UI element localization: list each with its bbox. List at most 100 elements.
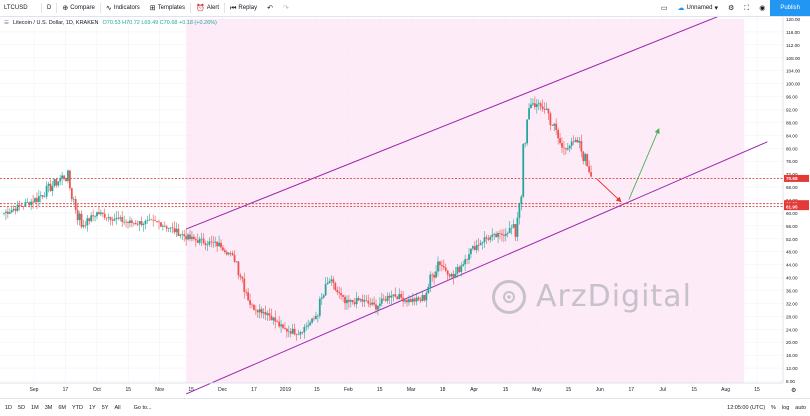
range-button[interactable]: 1Y [88,404,96,411]
toolbar-right: ▭ ☁ Unnamed ▾ ⚙ ⛶ ◉ Publish [656,0,810,16]
templates-button[interactable]: ⊞ Templates [145,0,190,16]
log-toggle[interactable]: log [781,404,790,411]
range-button[interactable]: 1D [5,404,13,411]
price-channel[interactable] [185,17,768,395]
candle-body [43,196,46,198]
candle-body [588,166,591,173]
candle-body [419,299,422,301]
range-button[interactable]: 5D [18,404,26,411]
range-button[interactable]: 3M [44,404,53,411]
time-tick-label: Dec [218,387,227,393]
candle-body [489,236,492,240]
replay-button[interactable]: ⏮ Replay [225,0,262,16]
candle-body [563,147,565,149]
candle-body [125,221,127,223]
compare-button[interactable]: ⊕ Compare [57,0,100,16]
candle-body [49,183,52,191]
symbol-label: LTCUSD [4,5,28,11]
range-button[interactable]: All [114,404,121,411]
candle-body [12,208,15,211]
candle-body [361,299,364,302]
range-button[interactable]: 5Y [101,404,109,411]
candle-body [332,279,335,283]
price-level-label: 70.68 [786,176,798,181]
goto-button[interactable]: Go to... [133,404,152,411]
candle-body [233,255,236,262]
candle-body [254,309,257,311]
time-axis[interactable]: Sep 17 Oct 15 Nov 15 Dec 17 2019 15 Feb 15 Mar 18 Apr 1… [0,382,796,394]
range-button[interactable]: 1M [31,404,39,411]
price-tick-label: 40.00 [786,276,798,281]
candle-body [404,300,406,302]
candle-body [227,253,230,255]
alert-button[interactable]: ⏰ Alert [191,0,224,16]
candle-body [156,221,158,222]
auto-toggle[interactable]: auto [795,404,806,411]
candle-body [65,178,67,181]
candle-body [16,204,19,211]
candle-body [103,213,106,218]
redo-button[interactable]: ↷ [278,0,294,16]
time-tick-label: Mar [407,387,416,393]
interval-button[interactable]: D [42,0,56,16]
indicators-button[interactable]: ∿ Indicators [101,0,145,16]
undo-button[interactable]: ↶ [262,0,278,16]
channel-upper-line[interactable] [185,17,744,230]
candle-body [59,178,62,182]
replay-label: Replay [238,5,258,11]
axis-settings-icon[interactable]: ⚙ [791,387,796,394]
horizontal-levels[interactable] [0,178,783,208]
settings-button[interactable]: ⚙ [723,0,739,16]
candle-body [53,179,56,187]
layout-toggle-button[interactable]: ▭ [656,0,673,16]
time-tick-label: 15 [126,387,132,393]
percent-toggle[interactable]: % [771,404,776,411]
candle-body [417,297,420,300]
symbol-search[interactable]: LTCUSD [0,0,41,16]
candle-body [340,293,343,296]
candle-body [313,318,315,320]
legend-menu-icon[interactable]: ☰ [4,20,9,26]
candle-body [134,223,137,225]
candle-body [423,295,426,301]
channel-lower-line[interactable] [185,141,768,395]
candle-body [493,233,496,235]
candle-body [179,234,182,236]
candle-body [557,129,560,139]
forecast-arrows[interactable] [596,128,660,203]
candle-body [537,103,540,105]
price-axis[interactable]: 120.00 116.00 112.00 108.00 104.00 100.00 96.0… [782,17,810,398]
candle-body [130,220,133,223]
range-button[interactable]: 6M [58,404,66,411]
fullscreen-button[interactable]: ⛶ [739,0,754,16]
candle-body [454,273,457,279]
price-tick-label: 12.00 [786,366,798,371]
candle-body [123,221,126,223]
candle-body [349,300,352,302]
layout-name-button[interactable]: ☁ Unnamed ▾ [672,0,723,16]
range-button[interactable]: YTD [71,404,83,411]
candle-body [212,241,215,243]
time-zone[interactable]: 12:05:00 (UTC) [727,404,766,411]
candle-body [18,204,21,206]
snapshot-button[interactable]: ◉ [754,0,770,16]
up-arrow[interactable] [628,128,660,200]
candle-body [74,199,77,210]
time-tick-label: Sep [30,387,39,393]
candle-body [543,108,546,110]
alert-label: Alert [206,5,220,11]
candle-body [495,233,498,238]
down-arrow[interactable] [596,178,622,203]
candle-body [287,331,290,333]
candle-body [444,267,447,271]
gear-icon: ⚙ [728,4,735,12]
candle-body [448,274,451,277]
price-chart[interactable]: 120.00 116.00 112.00 108.00 104.00 100.00 96.0… [0,17,810,398]
divider [224,3,226,13]
publish-button[interactable]: Publish [770,0,810,16]
candle-body [520,196,523,204]
redo-icon: ↷ [282,4,289,12]
candle-body [355,297,358,305]
candle-body [487,238,490,240]
candle-body [344,296,346,304]
